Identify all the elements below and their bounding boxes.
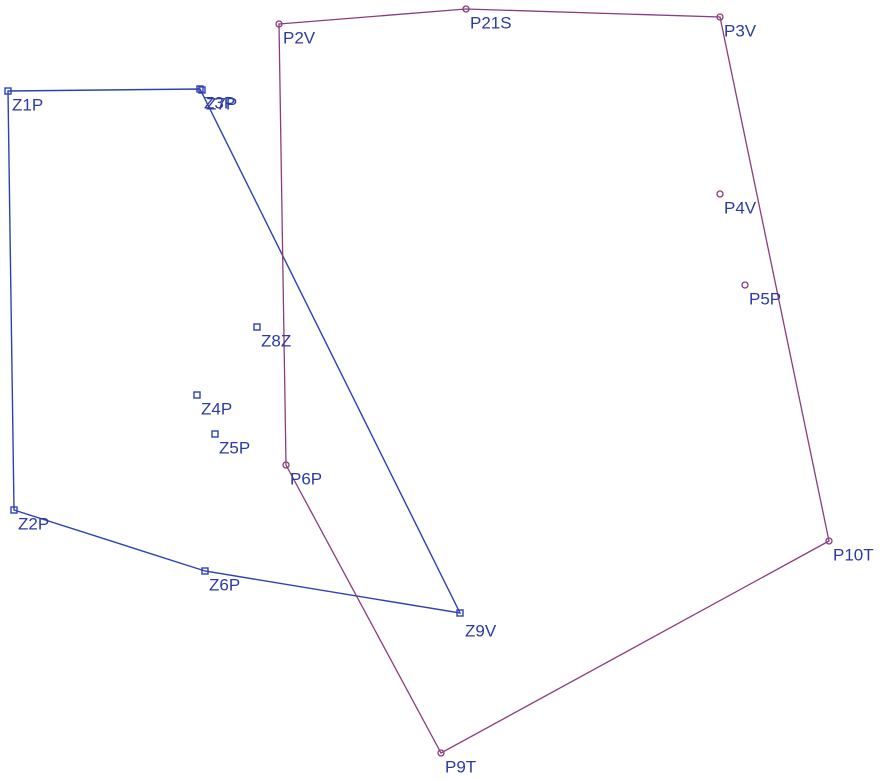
node-label: Z9V (465, 621, 497, 640)
square-marker (201, 567, 209, 575)
node-label: Z7P (206, 94, 237, 113)
node-label: P3V (724, 21, 757, 40)
circle-marker (462, 5, 470, 13)
square-marker (4, 87, 12, 95)
circle-marker (437, 749, 445, 757)
node-label: Z8Z (261, 331, 291, 350)
circle-marker (741, 281, 749, 289)
circle-marker (282, 461, 290, 469)
node-label: P21S (470, 13, 512, 32)
node-label: P2V (283, 28, 316, 47)
square-marker (456, 609, 464, 617)
square-marker (211, 430, 219, 438)
purple-outline (278, 8, 830, 754)
node-label: Z5P (219, 438, 250, 457)
circle-marker (825, 537, 833, 545)
square-marker (198, 86, 206, 94)
node-label: Z1P (12, 95, 43, 114)
node-label: Z6P (209, 575, 240, 594)
square-marker (253, 323, 261, 331)
node-label: Z4P (201, 399, 232, 418)
square-marker (196, 85, 204, 93)
node-label: P10T (833, 545, 874, 564)
square-marker (10, 506, 18, 514)
circle-marker (275, 20, 283, 28)
node-label: P5P (749, 289, 781, 308)
node-label: P4V (724, 198, 757, 217)
square-marker (193, 391, 201, 399)
node-label: P6P (290, 469, 322, 488)
blue-outline (7, 88, 462, 614)
node-label: P9T (445, 757, 476, 776)
circle-marker (716, 190, 724, 198)
node-label: Z3P (204, 93, 235, 112)
circle-marker (716, 13, 724, 21)
node-label: Z2P (18, 514, 49, 533)
